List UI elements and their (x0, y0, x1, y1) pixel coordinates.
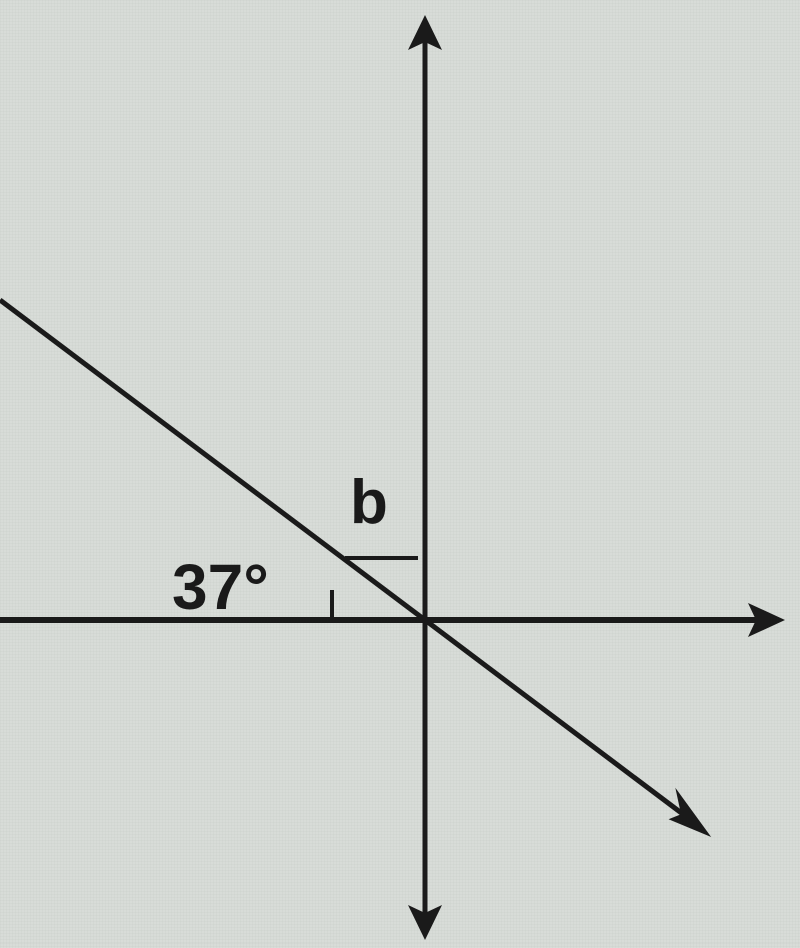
angle-b-label: b (350, 467, 388, 538)
diagram-svg (0, 0, 800, 943)
arrow-diagonal-icon (667, 787, 715, 837)
diagonal-line (0, 300, 700, 827)
angle-diagram: 37° b (0, 0, 800, 943)
angle-37-label: 37° (172, 550, 269, 624)
